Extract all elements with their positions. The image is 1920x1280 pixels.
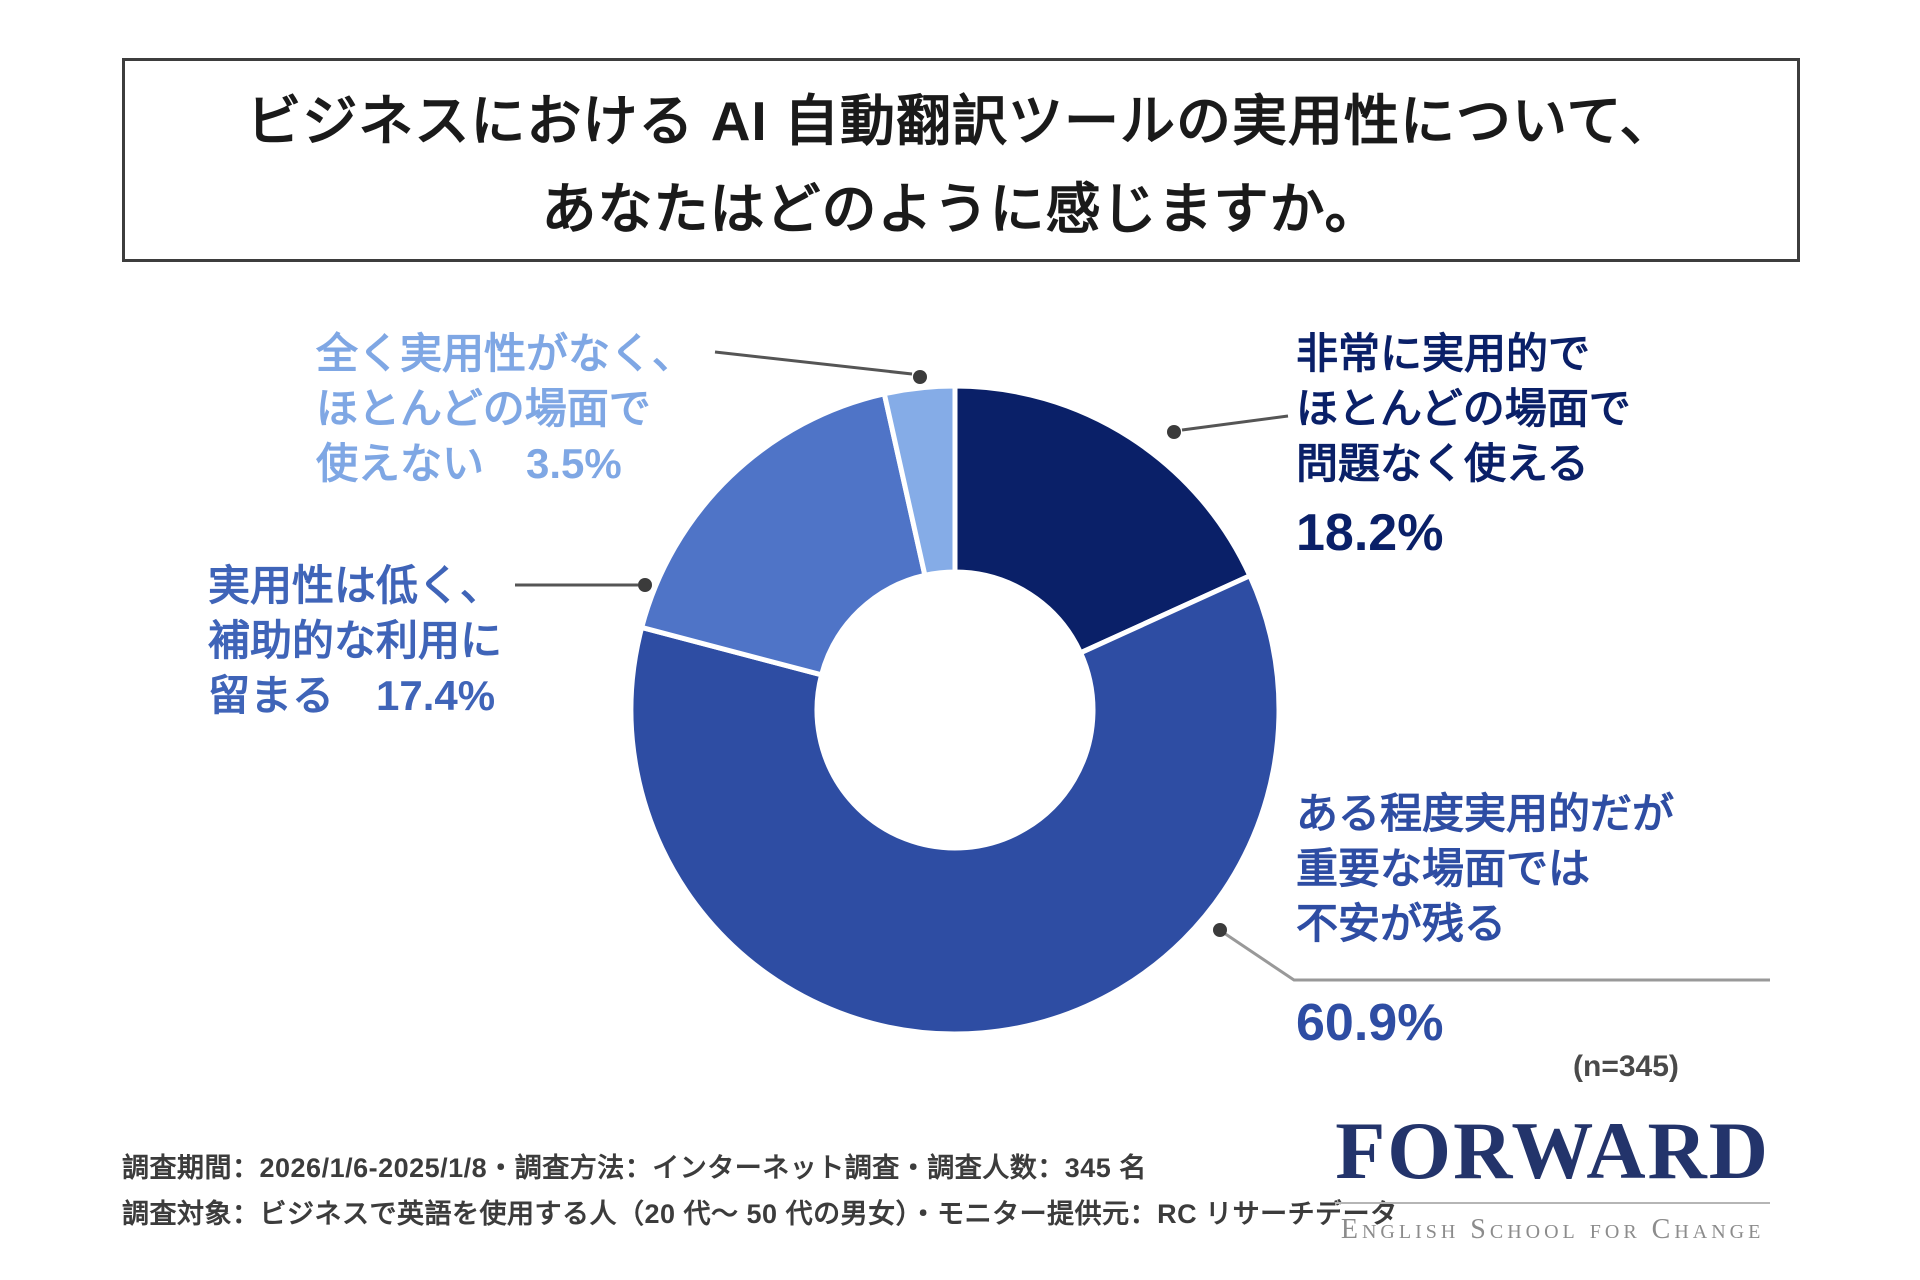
- logo-tagline: English School for Change: [1335, 1202, 1770, 1246]
- donut-chart: [628, 383, 1282, 1037]
- callout-very-practical-line1: 非常に実用的で: [1296, 330, 1591, 377]
- callout-not-practical: 全く実用性がなく、 ほとんどの場面で 使えない 3.5%: [316, 326, 694, 491]
- footnote-line1: 調査期間：2026/1/6-2025/1/8・調査方法：インターネット調査・調査…: [122, 1153, 1147, 1183]
- callout-low-practicality-line2: 補助的な利用に: [208, 617, 503, 664]
- callout-low-practicality-line1: 実用性は低く、: [208, 562, 503, 609]
- survey-question-line2: あなたはどのように感じますか。: [541, 178, 1381, 240]
- callout-not-practical-line2: ほとんどの場面で: [316, 385, 651, 432]
- callout-somewhat-practical-line3: 不安が残る: [1296, 900, 1507, 947]
- title-box: ビジネスにおける AI 自動翻訳ツールの実用性について、 あなたはどのように感じ…: [122, 58, 1800, 262]
- callout-very-practical: 非常に実用的で ほとんどの場面で 問題なく使える 18.2%: [1296, 326, 1631, 559]
- survey-question-line1: ビジネスにおける AI 自動翻訳ツールの実用性について、: [246, 90, 1676, 152]
- callout-not-practical-line3: 使えない 3.5%: [316, 440, 622, 487]
- sample-size-note: (n=345): [1573, 1050, 1679, 1083]
- callout-somewhat-practical-pct: 60.9%: [1296, 994, 1444, 1052]
- callout-low-practicality-line3: 留まる 17.4%: [208, 672, 496, 719]
- donut-segment: [952, 383, 1253, 656]
- callout-somewhat-practical-line2: 重要な場面では: [1296, 845, 1591, 892]
- callout-not-practical-line1: 全く実用性がなく、: [316, 330, 695, 377]
- callout-somewhat-practical-line1: ある程度実用的だが: [1296, 790, 1675, 837]
- logo-wordmark: FORWARD: [1335, 1105, 1770, 1196]
- callout-very-practical-line2: ほとんどの場面で: [1296, 385, 1631, 432]
- callout-somewhat-practical: ある程度実用的だが 重要な場面では 不安が残る 60.9%: [1296, 786, 1674, 1049]
- callout-very-practical-pct: 18.2%: [1296, 504, 1444, 562]
- donut-segment: [881, 383, 958, 578]
- callout-low-practicality: 実用性は低く、 補助的な利用に 留まる 17.4%: [208, 558, 502, 723]
- callout-very-practical-line3: 問題なく使える: [1296, 440, 1589, 487]
- donut-segment: [639, 391, 928, 678]
- donut-segment: [628, 573, 1282, 1037]
- forward-logo: FORWARD English School for Change: [1335, 1110, 1770, 1246]
- footnote-line2: 調査対象：ビジネスで英語を使用する人（20 代〜 50 代の男女）・モニター提供…: [122, 1199, 1398, 1229]
